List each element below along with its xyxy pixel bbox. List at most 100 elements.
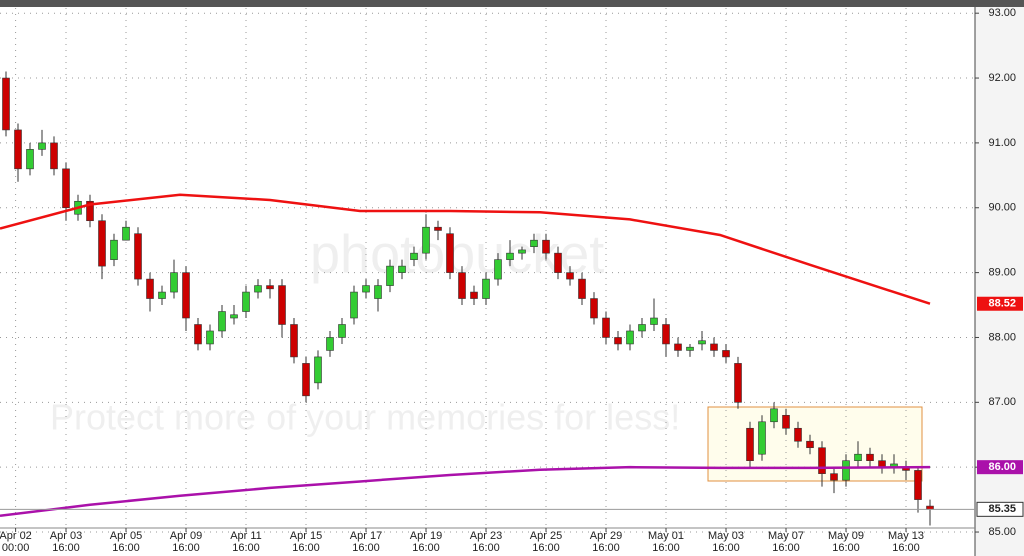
y-tick-label: 88.00 <box>988 331 1016 343</box>
candle-body <box>626 330 634 345</box>
candle-body <box>686 346 694 351</box>
candle-body <box>26 149 34 170</box>
x-tick-time: 16:00 <box>712 542 740 554</box>
candle-body <box>110 239 118 260</box>
moving-average-line <box>0 465 931 518</box>
candle-body <box>14 129 22 170</box>
candle-body <box>290 324 298 358</box>
candle-body <box>842 460 850 481</box>
candle-body <box>266 285 274 290</box>
candle-body <box>182 272 190 319</box>
candle-body <box>446 233 454 273</box>
x-tick-label: Apr 11 <box>230 530 262 542</box>
candle-body <box>410 252 418 260</box>
candle-body <box>254 285 262 293</box>
candle-body <box>98 220 106 267</box>
candle-body <box>122 226 130 241</box>
candle-body <box>434 226 442 231</box>
x-tick-time: 16:00 <box>112 542 140 554</box>
candle-body <box>674 343 682 351</box>
x-tick-time: 16:00 <box>472 542 500 554</box>
candle-body <box>818 447 826 474</box>
price-tag-label: 88.52 <box>988 298 1016 310</box>
x-tick-time: 00:00 <box>2 542 30 554</box>
watermark: Protect more of your memories for less! <box>50 397 680 438</box>
candle-body <box>590 298 598 319</box>
y-tick-label: 89.00 <box>988 267 1016 279</box>
x-tick-time: 16:00 <box>352 542 380 554</box>
x-tick-label: Apr 02 <box>0 530 32 542</box>
candle-body <box>2 77 10 131</box>
x-tick-label: May 09 <box>828 530 864 542</box>
candle-body <box>422 226 430 254</box>
x-tick-time: 16:00 <box>532 542 560 554</box>
candle-body <box>866 453 874 461</box>
candle-body <box>770 408 778 423</box>
x-tick-label: May 01 <box>648 530 684 542</box>
candle-body <box>746 427 754 461</box>
candle-body <box>158 291 166 299</box>
candle-body <box>374 285 382 299</box>
candle-body <box>830 473 838 481</box>
candle-body <box>338 324 346 338</box>
x-tick-label: Apr 25 <box>530 530 562 542</box>
candle-body <box>134 233 142 280</box>
candle-body <box>146 278 154 299</box>
candle-body <box>50 142 58 170</box>
candle-body <box>218 311 226 332</box>
candle-body <box>806 440 814 449</box>
x-tick-label: May 13 <box>888 530 924 542</box>
y-tick-label: 93.00 <box>988 7 1016 19</box>
moving-average-line <box>0 193 931 305</box>
y-tick-label: 87.00 <box>988 396 1016 408</box>
x-tick-label: Apr 15 <box>290 530 322 542</box>
candle-body <box>362 285 370 293</box>
x-tick-label: May 03 <box>708 530 744 542</box>
candle-body <box>86 200 94 222</box>
price-tag <box>977 460 1023 475</box>
candle-body <box>554 252 562 273</box>
candle-body <box>602 317 610 338</box>
price-tag <box>977 296 1023 311</box>
candle-body <box>734 363 742 403</box>
candle-body <box>638 324 646 332</box>
x-tick-time: 16:00 <box>292 542 320 554</box>
y-tick-label: 90.00 <box>988 202 1016 214</box>
highlight-box <box>707 406 923 482</box>
candle-body <box>650 317 658 325</box>
candle-body <box>566 272 574 280</box>
x-tick-time: 16:00 <box>652 542 680 554</box>
candle-body <box>230 314 238 319</box>
x-tick-label: Apr 17 <box>350 530 382 542</box>
x-tick-label: Apr 19 <box>410 530 442 542</box>
candle-body <box>518 249 526 254</box>
candle-body <box>722 350 730 358</box>
y-tick-label: 92.00 <box>988 72 1016 84</box>
x-tick-time: 16:00 <box>592 542 620 554</box>
candle-body <box>458 272 466 299</box>
price-tag <box>976 501 1024 517</box>
candle-body <box>38 142 46 150</box>
x-tick-time: 16:00 <box>52 542 80 554</box>
candle-body <box>698 340 706 345</box>
plot-area <box>0 8 979 533</box>
x-tick-time: 16:00 <box>412 542 440 554</box>
x-tick-label: May 07 <box>768 530 804 542</box>
candle-body <box>386 265 394 286</box>
candle-body <box>278 285 286 325</box>
x-tick-label: Apr 05 <box>110 530 142 542</box>
y-tick-label: 91.00 <box>988 137 1016 149</box>
candle-body <box>494 259 502 280</box>
candle-body <box>794 427 802 442</box>
candle-body <box>758 421 766 455</box>
candle-body <box>242 291 250 312</box>
candle-body <box>482 278 490 299</box>
x-tick-label: Apr 09 <box>170 530 202 542</box>
top-bar <box>0 0 1024 7</box>
candle-body <box>914 470 922 500</box>
candle-body <box>194 324 202 345</box>
x-tick-label: Apr 23 <box>470 530 502 542</box>
candle-body <box>614 337 622 345</box>
